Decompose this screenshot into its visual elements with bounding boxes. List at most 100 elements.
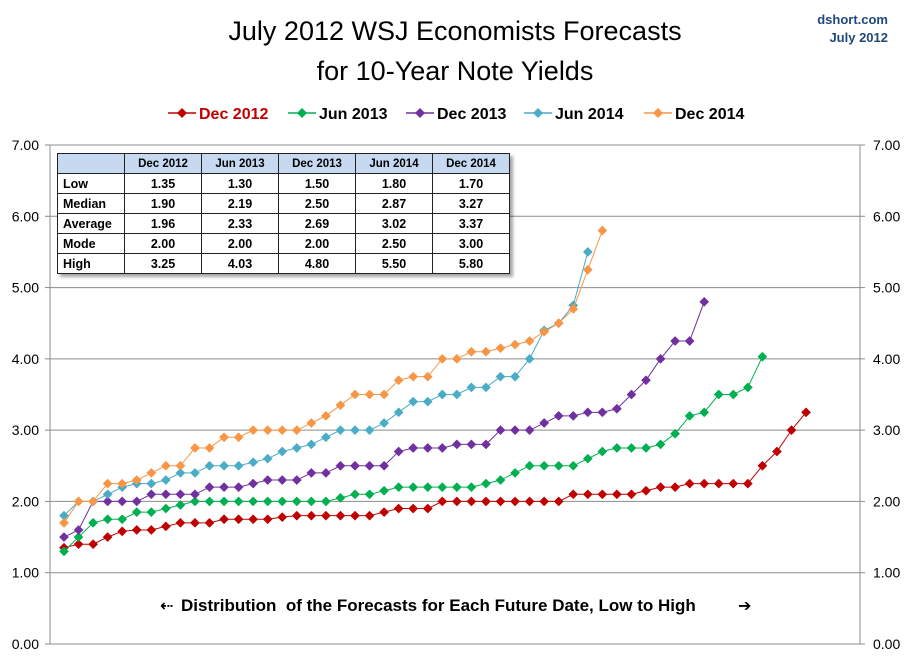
data-point-jun-2013 — [59, 546, 69, 557]
data-point-dec-2013 — [539, 418, 550, 428]
data-point-dec-2013 — [510, 425, 521, 436]
data-point-dec-2012 — [771, 446, 782, 457]
data-point-jun-2014 — [582, 246, 593, 257]
data-point-jun-2013 — [233, 496, 244, 507]
summary-header-corner — [57, 153, 125, 174]
data-point-jun-2014 — [495, 371, 506, 382]
series-line-dec-2014 — [63, 230, 603, 524]
data-point-dec-2013 — [364, 460, 375, 471]
data-point-dec-2013 — [146, 489, 157, 500]
data-point-dec-2013 — [73, 524, 84, 535]
data-point-dec-2012 — [219, 514, 230, 525]
summary-cell: 3.27 — [432, 193, 510, 214]
data-point-jun-2013 — [510, 467, 521, 478]
annotation-left-arrow: ⇠ — [160, 596, 173, 615]
data-point-jun-2014 — [204, 460, 215, 471]
data-point-dec-2014 — [306, 418, 317, 428]
summary-cell: 1.90 — [124, 193, 202, 214]
data-point-dec-2014 — [422, 371, 433, 382]
data-point-jun-2014 — [451, 389, 462, 400]
summary-cell: 1.30 — [201, 173, 279, 194]
data-point-dec-2012 — [786, 425, 797, 436]
data-point-jun-2014 — [408, 396, 419, 407]
data-point-dec-2013 — [437, 443, 448, 453]
data-point-jun-2013 — [335, 492, 346, 503]
data-point-dec-2013 — [233, 482, 244, 493]
data-point-jun-2013 — [480, 478, 491, 489]
data-point-dec-2012 — [582, 489, 593, 500]
data-point-dec-2013 — [204, 482, 215, 493]
data-point-dec-2012 — [641, 485, 651, 496]
legend-marker-jun-2013 — [297, 108, 307, 118]
data-point-dec-2014 — [510, 339, 521, 350]
data-point-dec-2014 — [219, 432, 230, 443]
data-point-dec-2014 — [466, 346, 477, 357]
y-tick-label: 4.00 — [12, 351, 39, 367]
data-point-dec-2012 — [175, 517, 186, 528]
source-date-label: July 2012 — [829, 30, 888, 45]
data-point-jun-2013 — [451, 482, 462, 493]
legend-label-jun-2013: Jun 2013 — [319, 106, 388, 123]
data-point-dec-2012 — [393, 503, 404, 514]
data-point-jun-2014 — [102, 489, 113, 500]
summary-cell: 2.00 — [278, 233, 356, 254]
data-point-jun-2013 — [146, 507, 157, 518]
data-point-jun-2013 — [131, 507, 142, 518]
data-point-jun-2013 — [466, 482, 477, 493]
summary-cell: 2.50 — [355, 233, 433, 254]
data-point-dec-2012 — [233, 514, 244, 525]
data-point-dec-2014 — [335, 400, 346, 411]
data-point-jun-2014 — [160, 475, 171, 485]
data-point-jun-2013 — [437, 482, 448, 493]
data-point-dec-2012 — [146, 524, 157, 535]
y-tick-label: 5.00 — [12, 280, 39, 296]
data-point-jun-2013 — [306, 496, 317, 507]
data-point-dec-2014 — [233, 432, 244, 443]
summary-cell: 1.35 — [124, 173, 202, 194]
data-point-jun-2013 — [655, 439, 666, 450]
y-tick-label-right: 4.00 — [873, 351, 900, 367]
data-point-jun-2014 — [262, 453, 273, 464]
data-point-dec-2013 — [393, 446, 404, 457]
data-point-dec-2012 — [131, 524, 142, 535]
summary-row-mode: Mode 2.00 2.00 2.00 2.50 3.00 — [57, 233, 510, 254]
data-point-dec-2012 — [597, 489, 608, 500]
y-tick-label-right: 3.00 — [873, 422, 900, 438]
data-point-jun-2013 — [568, 460, 579, 471]
data-point-jun-2013 — [248, 496, 259, 507]
y-tick-label: 7.00 — [12, 137, 39, 153]
y-tick-label-right: 2.00 — [873, 493, 900, 509]
series-jun-2014 — [59, 246, 593, 521]
data-point-dec-2012 — [480, 496, 491, 507]
data-point-dec-2014 — [175, 460, 186, 471]
data-point-dec-2012 — [495, 496, 506, 507]
data-point-jun-2013 — [175, 500, 186, 510]
series-line-jun-2013 — [63, 356, 763, 552]
summary-row-label: Median — [57, 193, 125, 214]
data-point-jun-2013 — [728, 389, 739, 400]
data-point-jun-2014 — [277, 446, 288, 457]
summary-cell: 4.80 — [278, 253, 356, 274]
data-point-jun-2013 — [757, 351, 768, 362]
data-point-dec-2012 — [350, 510, 360, 521]
data-point-dec-2013 — [553, 410, 564, 421]
data-point-dec-2014 — [248, 425, 259, 436]
data-point-jun-2014 — [466, 382, 477, 393]
data-point-jun-2014 — [437, 389, 448, 400]
summary-cell: 3.00 — [432, 233, 510, 254]
data-point-dec-2014 — [480, 346, 491, 357]
y-tick-label: 3.00 — [12, 422, 39, 438]
data-point-jun-2013 — [379, 485, 390, 496]
data-point-dec-2013 — [655, 353, 666, 364]
data-point-dec-2014 — [73, 496, 84, 507]
data-point-dec-2012 — [422, 503, 433, 514]
chart-title-line2: for 10-Year Note Yields — [317, 56, 594, 86]
data-point-dec-2012 — [539, 496, 550, 507]
data-point-dec-2014 — [189, 443, 200, 453]
data-point-dec-2014 — [597, 225, 608, 236]
summary-cell: 5.80 — [432, 253, 510, 274]
data-point-dec-2012 — [684, 478, 695, 489]
data-point-dec-2013 — [131, 496, 142, 507]
summary-cell: 2.50 — [278, 193, 356, 214]
